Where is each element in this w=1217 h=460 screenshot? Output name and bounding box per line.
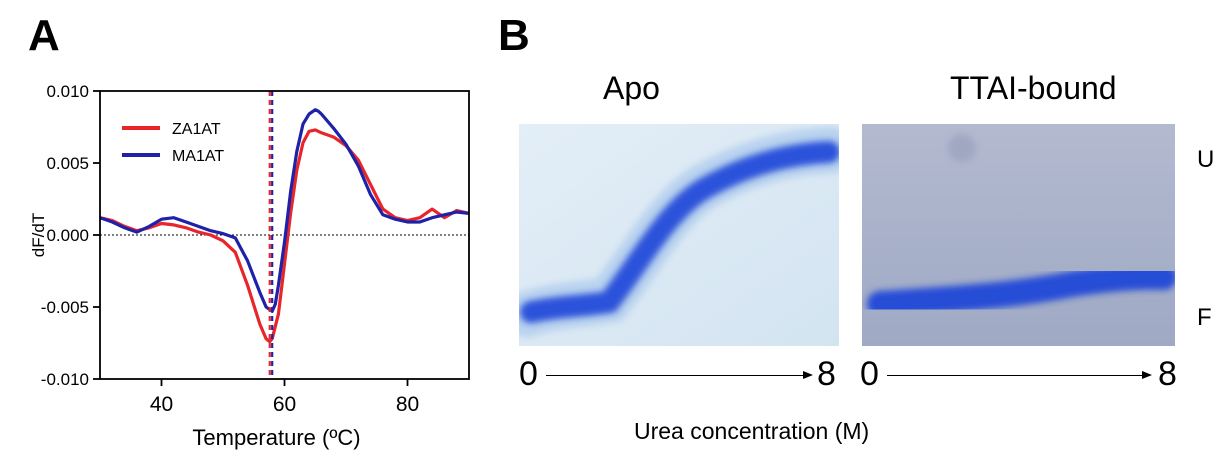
apo-urea-gradient-gel [519,124,839,346]
x-tick-label: 40 [150,393,173,416]
ttai-urea-end-label: 8 [1158,355,1177,393]
urea-axis-label: Urea concentration (M) [634,418,870,444]
y-tick-label: 0.005 [46,154,89,173]
series-line-ma1at [100,108,469,313]
apo-arrow-head [803,371,813,379]
dsf-derivative-chart: 0.010 0.005 0.000 -0.005 -0.010 40 60 80 Tempera… [29,82,470,450]
ttai-urea-gradient-arrow [887,375,1143,376]
y-axis-title: dF/dT [29,213,48,257]
panel-letter-a: A [28,11,60,60]
unfolded-band-label: U [1197,146,1215,173]
ttai-arrow-head [1142,371,1152,379]
y-tick-label: -0.010 [41,370,89,389]
ttai-gel-title: TTAI-bound [950,70,1117,106]
x-tick-label: 60 [273,393,296,416]
apo-gel-band [519,124,839,346]
y-tick-label: 0.010 [46,82,89,101]
apo-urea-end-label: 8 [817,355,836,393]
x-tick-label: 80 [396,393,419,416]
ttai-urea-start-label: 0 [860,355,879,393]
y-tick-label: 0.000 [46,226,89,245]
apo-urea-start-label: 0 [519,355,538,393]
y-tick-label: -0.005 [41,298,89,317]
legend-label-za1at: ZA1AT [172,121,221,138]
plot-area [100,91,469,379]
panel-letter-b: B [498,11,530,60]
ttai-urea-gradient-gel [862,124,1175,346]
apo-urea-gradient-arrow [546,375,804,376]
ttai-gel-band [862,124,1175,346]
x-axis-title: Temperature (ºC) [192,425,360,450]
folded-band-label: F [1197,304,1212,331]
legend-label-ma1at: MA1AT [172,148,224,165]
apo-gel-title: Apo [603,70,660,106]
